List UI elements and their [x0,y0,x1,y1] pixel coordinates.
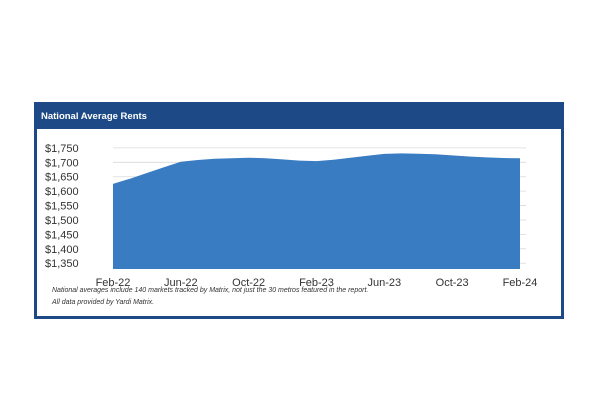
x-tick-label: Oct-23 [436,277,469,289]
area-chart: $1,350 $1,400 $1,450 $1,500 $1,550 $1,600 $1,6… [45,143,538,289]
y-tick-label: $1,400 [45,244,79,256]
y-tick-label: $1,750 [45,143,79,155]
chart-title: National Average Rents [37,105,561,129]
area-series [113,153,520,269]
y-tick-label: $1,700 [45,157,79,169]
y-tick-label: $1,650 [45,172,79,184]
y-tick-label: $1,550 [45,201,79,213]
x-tick-label: Feb-22 [96,277,131,289]
y-tick-label: $1,350 [45,258,79,270]
footnote-source: All data provided by Yardi Matrix. [52,299,155,306]
x-tick-label: Feb-23 [299,277,334,289]
chart-panel: National Average Rents $1,350 $1,400 $1,45… [34,102,564,319]
y-tick-label: $1,500 [45,215,79,227]
y-tick-label: $1,600 [45,186,79,198]
x-tick-label: Feb-24 [503,277,538,289]
x-tick-label: Oct-22 [232,277,265,289]
footnote-markets: National averages include 140 markets tr… [52,287,369,294]
x-tick-label: Jun-23 [368,277,402,289]
y-tick-label: $1,450 [45,229,79,241]
x-tick-label: Jun-22 [164,277,198,289]
